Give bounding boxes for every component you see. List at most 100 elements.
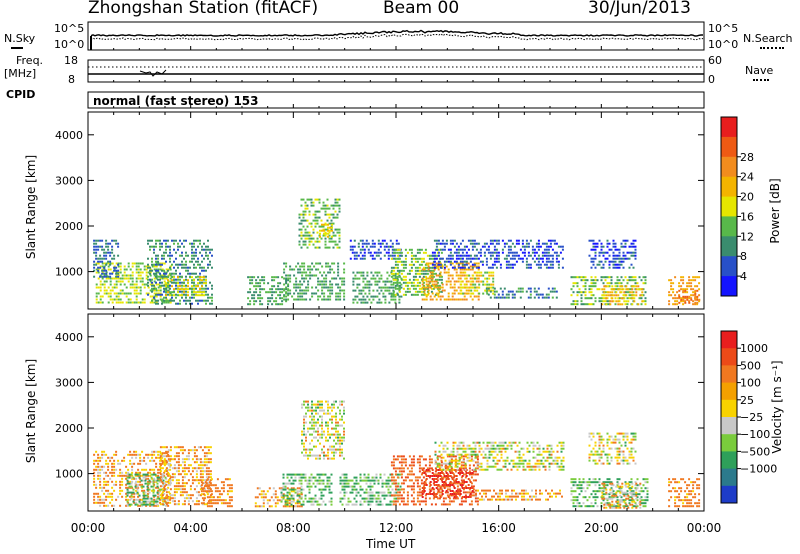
power-cell-4 [275,300,278,303]
velocity-cell-8 [402,470,405,473]
velocity-cell-4 [268,487,271,490]
velocity-cell-2 [167,455,170,458]
power-cell-10 [416,284,419,287]
power-cell-17 [614,254,617,257]
power-cell-14 [551,287,554,290]
power-cell-11 [447,280,450,283]
velocity-cell-7 [367,479,370,482]
power-cell-1 [93,248,96,251]
velocity-cell-6 [313,454,315,457]
power-cell-2 [179,254,181,257]
power-cell-0 [145,274,148,277]
velocity-cell-3 [200,481,203,484]
power-cell-0 [151,298,154,301]
power-cell-8 [392,274,395,277]
velocity-cell-6 [305,415,307,418]
velocity-cell-7 [353,482,356,485]
power-cell-9 [363,257,366,260]
velocity-cell-8 [428,464,431,467]
power-cell-0 [153,289,156,292]
velocity-cell-1 [162,479,165,482]
power-cell-14 [529,296,532,299]
power-cell-11 [465,262,468,265]
velocity-cell-2 [185,455,188,458]
power-cell-13 [513,245,516,248]
power-cell-18 [686,282,689,285]
power-cell-5 [293,268,296,271]
power-cell-17 [618,263,621,266]
velocity-cell-8 [406,467,409,470]
power-cell-2 [155,275,157,278]
velocity-cell-0 [169,462,172,465]
power-cell-0 [165,286,168,289]
power-cell-0 [159,298,162,301]
power-cell-18 [690,282,693,285]
power-cell-13 [471,257,474,260]
power-cell-15 [588,288,591,291]
power-cell-16 [611,297,614,300]
velocity-cell-6 [321,415,323,418]
power-cell-11 [457,262,460,265]
power-cell-11 [427,268,430,271]
power-cell-16 [641,300,644,303]
power-cell-16 [623,300,626,303]
velocity-cell-0 [119,471,122,474]
power-cell-5 [311,262,314,265]
velocity-cell-7 [367,500,370,503]
power-cell-0 [135,280,138,283]
power-cell-0 [95,298,98,301]
velocity-cell-4 [298,490,301,493]
velocity-cell-1 [146,497,149,500]
power-cell-15 [606,303,609,306]
velocity-cell-8 [420,479,423,482]
power-cell-11 [431,298,434,301]
velocity-cell-6 [339,451,341,454]
power-cell-12 [470,280,473,283]
power-cell-10 [426,290,429,293]
power-cell-15 [576,285,579,288]
power-cell-14 [501,290,504,293]
velocity-cell-5 [322,488,325,491]
power-cell-12 [478,271,481,274]
velocity-cell-0 [105,462,108,465]
power-cell-13 [443,260,446,263]
power-cell-0 [153,274,156,277]
power-cell-5 [333,271,336,274]
power-cell-8 [374,295,377,298]
power-cell-2 [181,290,183,293]
power-cell-1 [105,251,108,254]
velocity-cell-8 [448,461,451,464]
velocity-cell-5 [310,479,313,482]
velocity-cell-0 [111,465,114,468]
power-cell-13 [523,254,526,257]
power-cell-15 [576,303,579,306]
power-cell-8 [370,271,373,274]
power-cell-11 [439,262,442,265]
power-cell-10 [406,287,409,290]
power-cell-10 [424,293,427,296]
power-cell-13 [433,266,436,269]
power-cell-13 [493,248,496,251]
velocity-cell-8 [400,458,403,461]
power-cell-12 [474,283,477,286]
power-cell-13 [435,245,438,248]
power-cell-5 [339,277,342,280]
velocity-cell-0 [153,495,156,498]
power-cell-8 [378,298,381,301]
velocity-cell-2 [161,476,164,479]
power-cell-6 [336,243,339,246]
velocity-cell-3 [228,487,231,490]
power-cell-2 [191,260,193,263]
velocity-cell-5 [280,500,283,503]
power-cell-11 [451,274,454,277]
power-cell-10 [392,248,395,251]
velocity-cell-2 [183,461,186,464]
power-cell-11 [477,280,480,283]
power-cell-7 [319,232,321,235]
power-cell-8 [396,292,399,295]
power-cell-15 [588,285,591,288]
power-cell-15 [570,276,573,279]
power-cell-14 [513,296,516,299]
power-cell-13 [487,266,490,269]
power-cell-13 [463,260,466,263]
